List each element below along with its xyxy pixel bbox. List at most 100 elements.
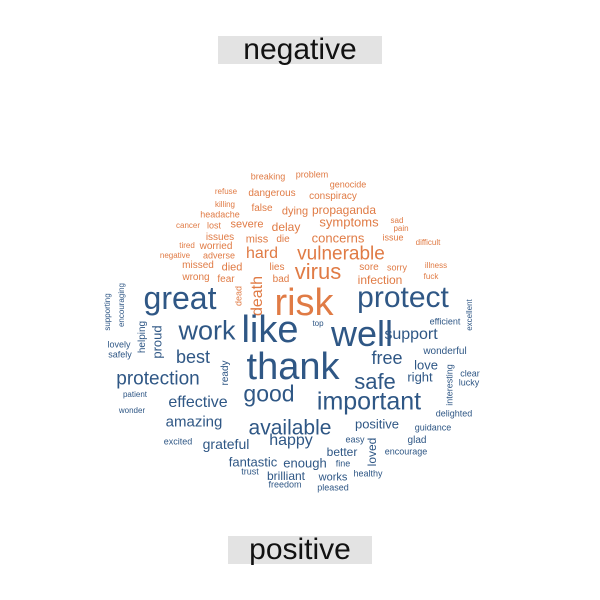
negative-word: issues	[205, 232, 235, 243]
positive-word: free	[371, 348, 403, 368]
negative-word: sad	[390, 216, 404, 225]
negative-word: sore	[359, 262, 379, 273]
positive-word: works	[318, 471, 348, 484]
positive-word: ready	[220, 360, 231, 386]
negative-word: died	[221, 261, 243, 274]
positive-word: helping	[137, 320, 148, 354]
positive-word: wonder	[118, 406, 146, 415]
positive-word: guidance	[414, 422, 452, 433]
negative-word: miss	[245, 233, 269, 246]
negative-word: dead	[233, 285, 244, 307]
negative-word: worried	[199, 241, 233, 252]
negative-word: vulnerable	[297, 243, 385, 265]
negative-word: illness	[424, 261, 448, 270]
negative-word: lost	[206, 220, 222, 231]
negative-word: headache	[200, 209, 240, 220]
negative-word: cancer	[175, 221, 201, 230]
positive-word: encouraging	[117, 282, 126, 328]
positive-word: brilliant	[266, 469, 306, 483]
negative-word: dying	[281, 205, 309, 218]
positive-word: freedom	[268, 479, 302, 490]
negative-word: fuck	[423, 272, 439, 281]
positive-word: happy	[269, 432, 313, 449]
positive-word: lovely	[107, 339, 131, 350]
positive-word: excited	[163, 436, 193, 447]
negative-word: virus	[294, 259, 342, 284]
positive-word: efficient	[429, 316, 461, 327]
negative-word: symptoms	[319, 214, 379, 230]
positive-word: top	[312, 319, 324, 328]
negative-word: concerns	[311, 230, 365, 246]
positive-word: best	[175, 347, 211, 367]
negative-word: risk	[274, 282, 334, 324]
positive-word: proud	[149, 325, 165, 359]
negative-word: die	[276, 234, 290, 245]
positive-word: better	[326, 445, 358, 459]
negative-word: infection	[357, 273, 403, 287]
negative-word: lies	[269, 262, 285, 273]
positive-word: healthy	[353, 468, 383, 479]
positive-word: safe	[354, 369, 396, 394]
positive-word: fine	[335, 458, 351, 469]
positive-word: easy	[345, 434, 365, 445]
negative-word: breaking	[250, 171, 286, 182]
negative-word: adverse	[202, 250, 236, 261]
positive-word: good	[243, 380, 295, 407]
negative-word: dangerous	[248, 188, 296, 199]
negative-word: conspiracy	[309, 191, 357, 202]
negative-word: killing	[214, 200, 236, 209]
negative-word: issue	[382, 232, 404, 243]
negative-word: refuse	[214, 187, 238, 196]
negative-label: negative	[218, 35, 382, 65]
positive-word: love	[414, 357, 438, 373]
positive-word: protect	[357, 281, 449, 314]
negative-word: missed	[182, 260, 214, 271]
positive-word: fantastic	[228, 454, 278, 470]
positive-word: positive	[354, 416, 400, 432]
positive-word: amazing	[165, 413, 223, 431]
positive-word: work	[178, 315, 236, 346]
positive-word: support	[384, 326, 438, 343]
positive-word: grateful	[202, 436, 250, 452]
positive-label: positive	[228, 535, 372, 565]
negative-word: wrong	[182, 272, 210, 283]
negative-word: false	[251, 203, 273, 214]
positive-word: protection	[116, 368, 200, 390]
negative-word: severe	[230, 218, 264, 231]
positive-word: encourage	[384, 446, 428, 457]
negative-word: negative	[159, 251, 191, 260]
positive-word: excellent	[465, 299, 474, 331]
positive-word: supporting	[103, 293, 112, 331]
positive-word: delighted	[435, 408, 473, 419]
positive-word: lucky	[458, 377, 480, 388]
positive-word: great	[143, 280, 217, 316]
negative-word: delay	[271, 220, 301, 234]
positive-word: interesting	[444, 364, 455, 406]
positive-word: like	[241, 309, 299, 351]
positive-word: well	[330, 313, 394, 354]
negative-word: pain	[393, 224, 409, 233]
positive-word: enough	[283, 455, 327, 471]
positive-word: right	[407, 369, 433, 385]
positive-word: pleased	[317, 482, 349, 493]
positive-word: trust	[241, 466, 259, 477]
positive-word: clear	[460, 368, 480, 379]
negative-word: sorry	[387, 262, 407, 273]
negative-word: fear	[217, 274, 235, 285]
negative-word: problem	[295, 169, 329, 180]
negative-word: propaganda	[311, 203, 377, 217]
negative-word: difficult	[415, 238, 441, 247]
positive-word: glad	[407, 435, 427, 446]
negative-word: tired	[179, 241, 195, 250]
positive-word: thank	[246, 346, 340, 388]
negative-word: hard	[245, 245, 279, 262]
positive-word: safely	[108, 349, 132, 360]
negative-word: bad	[272, 274, 290, 285]
positive-word: patient	[122, 390, 148, 399]
positive-word: important	[316, 387, 422, 416]
positive-word: effective	[168, 394, 228, 411]
positive-word: loved	[365, 437, 379, 467]
positive-word: wonderful	[423, 346, 467, 357]
positive-word: available	[248, 416, 332, 440]
